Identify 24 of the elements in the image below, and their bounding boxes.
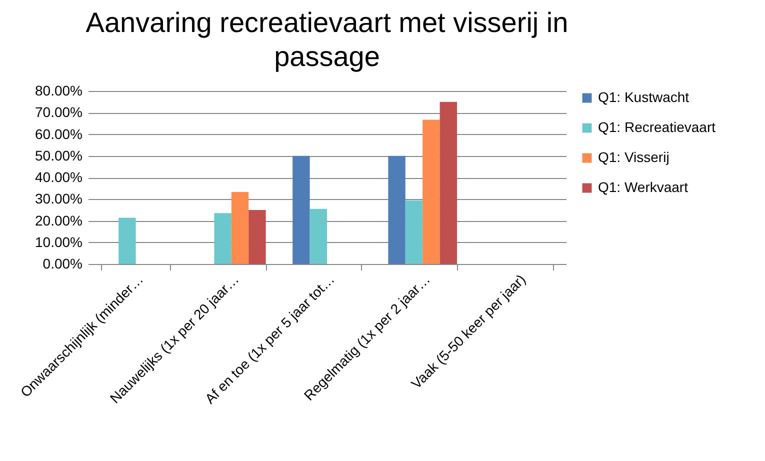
y-tick-label: 50.00% (35, 147, 82, 164)
y-tick-label: 10.00% (35, 234, 82, 250)
y-tick-label: 20.00% (35, 212, 82, 228)
legend-label: Q1: Werkvaart (598, 179, 688, 195)
bar (388, 156, 406, 264)
y-tick-label: 0.00% (42, 256, 82, 272)
y-tick-label: 60.00% (35, 126, 82, 142)
y-tick-label: 80.00% (35, 82, 82, 98)
bar (248, 210, 266, 264)
legend-label: Q1: Kustwacht (598, 89, 690, 105)
bar (422, 120, 440, 264)
bar (310, 208, 327, 264)
legend-label: Q1: Recreatievaart (598, 119, 716, 135)
bar (405, 200, 423, 264)
y-tick-label: 40.00% (35, 169, 82, 185)
bar (440, 102, 458, 264)
y-tick-label: 70.00% (35, 104, 82, 120)
legend-label: Q1: Visserij (598, 149, 670, 165)
bar (231, 192, 249, 264)
bar (292, 156, 310, 264)
y-tick-label: 30.00% (35, 190, 82, 207)
bar (118, 218, 136, 264)
bar (214, 213, 232, 264)
chart-title: Aanvaring recreatievaart met visserij in passage (86, 7, 568, 72)
